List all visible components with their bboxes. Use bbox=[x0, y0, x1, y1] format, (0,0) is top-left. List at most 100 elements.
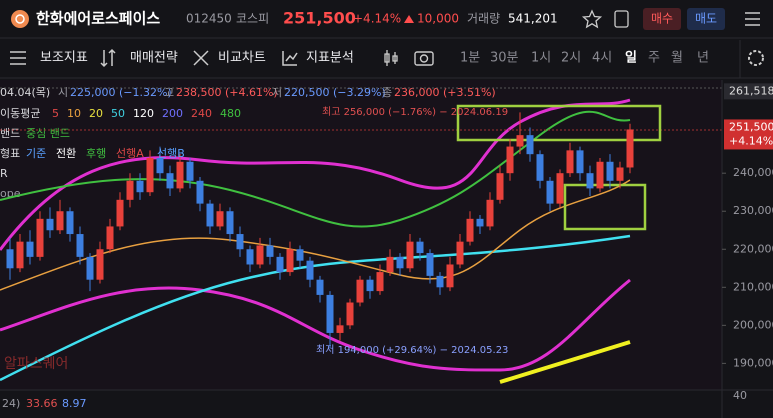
toolbar-item[interactable]: 지표분석 bbox=[306, 51, 354, 66]
candle-body bbox=[346, 302, 354, 326]
candle-body bbox=[526, 135, 534, 155]
info-close-label: 종 bbox=[382, 86, 392, 99]
candle-body bbox=[126, 180, 134, 200]
top-marker bbox=[724, 83, 773, 100]
candle-body bbox=[286, 249, 294, 273]
candle-body bbox=[96, 249, 104, 280]
candle-body bbox=[216, 211, 224, 227]
candle-body bbox=[446, 264, 454, 288]
candle-body bbox=[16, 241, 24, 269]
strategy-icon bbox=[100, 48, 116, 68]
candle-body bbox=[466, 218, 474, 242]
timeframe[interactable]: 4시 bbox=[592, 51, 612, 66]
timeframe[interactable]: 1시 bbox=[531, 51, 551, 66]
bollinger-label: 밴드 bbox=[0, 127, 20, 140]
candle-body bbox=[416, 241, 424, 254]
sub-indicator: 8.97 bbox=[62, 397, 87, 410]
timeframe[interactable]: 월 bbox=[671, 51, 683, 66]
volume-label: 거래량 bbox=[467, 12, 500, 26]
settings-icon[interactable] bbox=[748, 50, 764, 66]
top-marker-label: 261,518 bbox=[729, 84, 773, 97]
timeframe[interactable]: 년 bbox=[697, 51, 709, 66]
ma-period: 480 bbox=[220, 107, 241, 120]
candle-body bbox=[316, 279, 324, 295]
bollinger-lower bbox=[0, 278, 631, 372]
sub-axis-label: 40 bbox=[733, 389, 747, 402]
candle-body bbox=[396, 256, 404, 269]
candle-body bbox=[106, 226, 114, 250]
candle-body bbox=[176, 161, 184, 189]
ma-label: 이동평균 bbox=[0, 107, 40, 120]
highlight-box bbox=[563, 183, 647, 231]
low-annotation: 최저 194,000 (+29.64%) − 2024.05.23 bbox=[316, 344, 508, 356]
favorite-icon[interactable] bbox=[581, 9, 603, 29]
candle-body bbox=[626, 129, 634, 168]
candle-body bbox=[6, 249, 14, 269]
price-label: 190,000 bbox=[733, 356, 773, 369]
candle-body bbox=[586, 173, 594, 189]
candle-body bbox=[426, 253, 434, 276]
ma-line bbox=[499, 340, 631, 384]
watermark: 알파스퀘어 bbox=[4, 356, 68, 372]
candle-body bbox=[556, 173, 564, 204]
candle-body bbox=[356, 279, 364, 303]
ma-period: 20 bbox=[89, 107, 103, 120]
buy-label: 매수 bbox=[651, 12, 673, 26]
market: 코스피 bbox=[236, 12, 269, 26]
ichimoku-line bbox=[0, 110, 631, 228]
logo-mark bbox=[15, 14, 25, 24]
candle-body bbox=[376, 272, 384, 292]
candle-body bbox=[86, 256, 94, 280]
bollinger-upper bbox=[0, 98, 631, 251]
candle-body bbox=[166, 173, 174, 189]
ma-line bbox=[0, 234, 631, 382]
timeframe[interactable]: 1분 bbox=[460, 51, 480, 66]
candle-body bbox=[256, 245, 264, 265]
bollinger-sub: 중심 밴드 bbox=[26, 127, 70, 140]
candle-icon[interactable] bbox=[384, 50, 398, 66]
ichimoku-item: 선행A bbox=[116, 147, 144, 160]
candle-body bbox=[116, 199, 124, 227]
indicator-icon bbox=[10, 51, 26, 65]
candle-body bbox=[76, 234, 84, 257]
sell-button[interactable] bbox=[687, 8, 725, 30]
candle-body bbox=[566, 150, 574, 174]
candle-body bbox=[296, 249, 304, 261]
compare-icon bbox=[193, 50, 209, 66]
high-annotation: 최고 256,000 (−1.76%) − 2024.06.19 bbox=[322, 106, 508, 118]
timeframe[interactable]: 일 bbox=[625, 51, 637, 66]
candle-body bbox=[496, 173, 504, 200]
memo-icon[interactable] bbox=[614, 10, 629, 28]
last-marker bbox=[724, 119, 773, 150]
candle-body bbox=[26, 241, 34, 257]
toolbar-item[interactable]: 보조지표 bbox=[40, 51, 88, 66]
candle-body bbox=[156, 157, 164, 174]
ma-line bbox=[0, 179, 631, 291]
timeframe[interactable]: 주 bbox=[648, 51, 660, 66]
timeframe[interactable]: 2시 bbox=[561, 51, 581, 66]
up-arrow bbox=[404, 15, 414, 23]
sub-indicator: 24) bbox=[2, 397, 20, 410]
menu-icon[interactable] bbox=[745, 12, 760, 26]
candle-body bbox=[546, 180, 554, 204]
ichimoku-item: 기준 bbox=[26, 147, 46, 160]
price-label: 240,000 bbox=[733, 166, 773, 179]
candle-body bbox=[206, 203, 214, 227]
ichimoku-item: 후행 bbox=[86, 147, 106, 160]
buy-button[interactable] bbox=[643, 8, 681, 30]
camera-icon[interactable] bbox=[414, 51, 434, 66]
timeframe[interactable]: 30분 bbox=[490, 51, 519, 66]
ichimoku-item: 전환 bbox=[56, 147, 76, 160]
change-pct: +4.14% bbox=[353, 12, 401, 26]
ma-period: 200 bbox=[162, 107, 183, 120]
info-open: 225,000 (−1.32%) bbox=[70, 86, 172, 99]
ma-period: 5 bbox=[52, 107, 59, 120]
candle-body bbox=[146, 157, 154, 193]
stock-code: 012450 bbox=[186, 12, 232, 26]
toolbar-item[interactable]: 매매전략 bbox=[130, 51, 178, 66]
toolbar-item[interactable]: 비교차트 bbox=[218, 51, 266, 66]
candle-body bbox=[56, 211, 64, 231]
ma-period: 240 bbox=[191, 107, 212, 120]
last-marker-pct: +4.14% bbox=[729, 134, 773, 147]
